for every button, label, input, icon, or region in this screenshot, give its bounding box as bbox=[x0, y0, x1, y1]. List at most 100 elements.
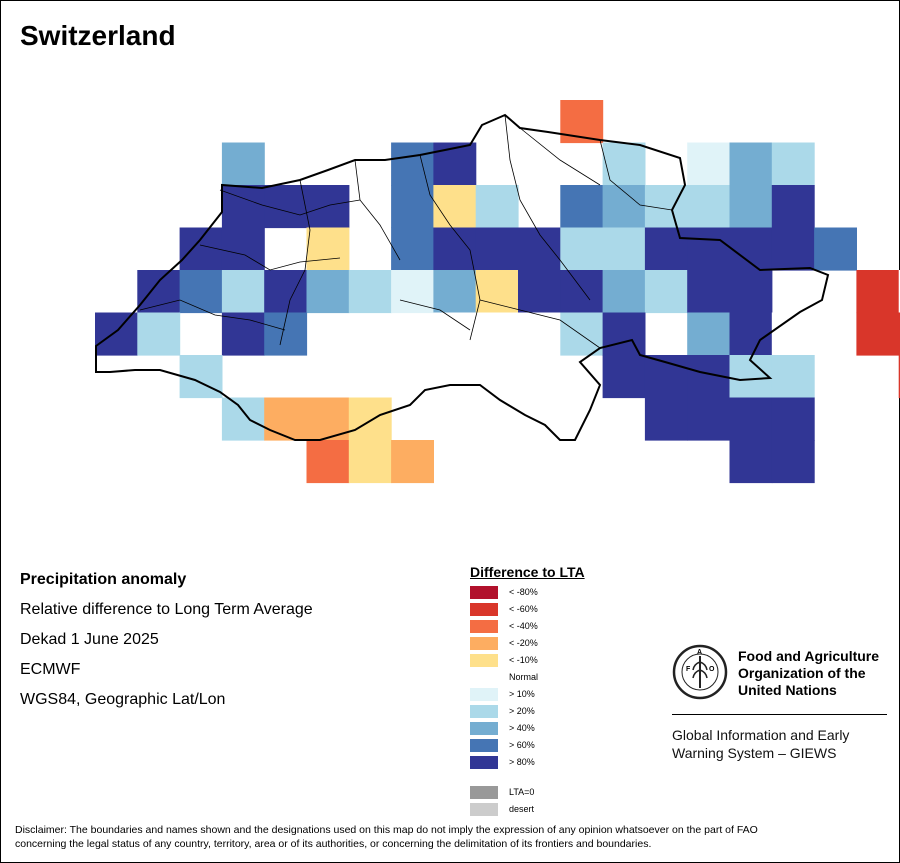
grid-cell bbox=[687, 185, 731, 229]
grid-cell bbox=[221, 397, 265, 441]
grid-cell bbox=[771, 185, 815, 229]
grid-cell bbox=[433, 312, 477, 356]
svg-text:A: A bbox=[697, 649, 702, 656]
grid-cell bbox=[560, 312, 604, 356]
info-source: ECMWF bbox=[20, 661, 81, 678]
grid-cell bbox=[687, 227, 731, 271]
grid-cell bbox=[433, 270, 477, 314]
grid-cell bbox=[179, 355, 223, 399]
info-projection: WGS84, Geographic Lat/Lon bbox=[20, 691, 226, 708]
map-title: Switzerland bbox=[20, 20, 176, 51]
grid-cell bbox=[771, 397, 815, 441]
legend-label: < -40% bbox=[509, 621, 538, 631]
grid-cell bbox=[306, 440, 350, 484]
svg-text:F: F bbox=[686, 666, 691, 673]
legend-extra-row-0: LTA=0 bbox=[470, 784, 585, 801]
grid-cell bbox=[602, 227, 646, 271]
grid-cell bbox=[560, 185, 604, 229]
legend-label: > 20% bbox=[509, 706, 535, 716]
legend-label: desert bbox=[509, 804, 535, 814]
legend-row-10: > 80% bbox=[470, 754, 585, 771]
legend-row-3: < -20% bbox=[470, 635, 585, 652]
info-variable: Precipitation anomaly bbox=[20, 571, 187, 588]
info-period: Dekad 1 June 2025 bbox=[20, 631, 159, 648]
grid-cell bbox=[644, 227, 688, 271]
grid-cell bbox=[560, 227, 604, 271]
grid-cell bbox=[179, 227, 223, 271]
legend-row-7: > 20% bbox=[470, 703, 585, 720]
grid-cell bbox=[771, 312, 815, 356]
grid-cell bbox=[729, 440, 773, 484]
legend-swatch bbox=[470, 756, 498, 769]
grid-cell bbox=[137, 312, 181, 356]
grid-cell bbox=[475, 185, 519, 229]
grid-cell bbox=[602, 142, 646, 186]
legend-swatch bbox=[470, 603, 498, 616]
grid-cell bbox=[687, 270, 731, 314]
grid-cell bbox=[644, 270, 688, 314]
giews-name: Global Information and Early Warning Sys… bbox=[672, 727, 850, 761]
grid-cell bbox=[602, 312, 646, 356]
legend-swatch bbox=[470, 586, 498, 599]
grid-cell bbox=[179, 270, 223, 314]
grid-cell bbox=[306, 270, 350, 314]
grid-cell bbox=[856, 270, 900, 314]
legend-swatch bbox=[470, 705, 498, 718]
grid-cell bbox=[306, 227, 350, 271]
grid-cell bbox=[264, 270, 308, 314]
legend-row-6: > 10% bbox=[470, 686, 585, 703]
grid-cell bbox=[306, 185, 350, 229]
legend-label: > 10% bbox=[509, 689, 535, 699]
legend-row-4: < -10% bbox=[470, 652, 585, 669]
grid-cell bbox=[264, 185, 308, 229]
grid-cell bbox=[137, 270, 181, 314]
grid-cell bbox=[602, 355, 646, 399]
legend: Difference to LTA < -80% < -60% < -40% < -2… bbox=[470, 564, 585, 818]
grid-cell bbox=[729, 312, 773, 356]
legend-row-8: > 40% bbox=[470, 720, 585, 737]
grid-cell bbox=[771, 355, 815, 399]
legend-title: Difference to LTA bbox=[470, 564, 585, 580]
legend-items: < -80% < -60% < -40% < -20% < -10% Normal > 10… bbox=[470, 584, 585, 771]
grid-cell bbox=[391, 227, 434, 271]
grid-cell bbox=[221, 185, 265, 229]
grid-cell bbox=[898, 355, 900, 399]
grid-cell bbox=[348, 397, 392, 441]
legend-swatch bbox=[470, 637, 498, 650]
legend-row-5: Normal bbox=[470, 669, 585, 686]
legend-label: < -80% bbox=[509, 587, 538, 597]
grid-cell bbox=[518, 270, 561, 314]
info-description: Relative difference to Long Term Average bbox=[20, 601, 313, 618]
grid-cell bbox=[391, 142, 434, 186]
grid-cell bbox=[221, 227, 265, 271]
grid-cell bbox=[729, 397, 773, 441]
grid-cell bbox=[391, 270, 434, 314]
canton-borders bbox=[139, 114, 673, 349]
grid-cell bbox=[475, 270, 519, 314]
fao-logo-icon: F O A bbox=[672, 644, 728, 700]
legend-label: > 40% bbox=[509, 723, 535, 733]
map-info: Precipitation anomaly Relative differenc… bbox=[20, 570, 313, 720]
legend-swatch bbox=[470, 722, 498, 735]
grid-cell bbox=[898, 270, 900, 314]
grid-cell bbox=[560, 270, 604, 314]
legend-label: < -60% bbox=[509, 604, 538, 614]
grid-cell bbox=[687, 312, 731, 356]
legend-row-9: > 60% bbox=[470, 737, 585, 754]
grid-cell bbox=[771, 440, 815, 484]
legend-swatch bbox=[470, 786, 498, 799]
grid-cell bbox=[771, 227, 815, 271]
grid-cell bbox=[687, 397, 731, 441]
grid-cell bbox=[391, 185, 434, 229]
grid-cell bbox=[221, 270, 265, 314]
grid-cell bbox=[856, 312, 900, 356]
grid-cell bbox=[814, 227, 857, 271]
grid-cell bbox=[475, 355, 519, 399]
grid-cell bbox=[602, 270, 646, 314]
grid-cell bbox=[264, 397, 308, 441]
legend-label: Normal bbox=[509, 672, 539, 682]
legend-swatch bbox=[470, 803, 498, 816]
grid-cell bbox=[771, 142, 815, 186]
legend-label: LTA=0 bbox=[509, 787, 535, 797]
